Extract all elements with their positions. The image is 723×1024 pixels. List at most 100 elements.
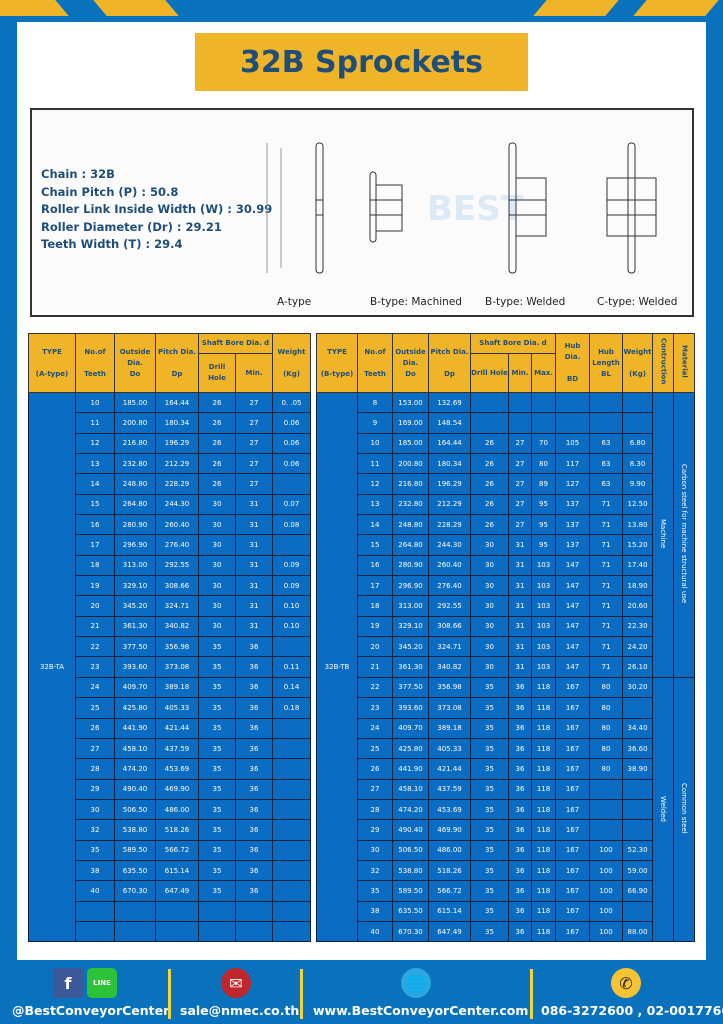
table-cell — [622, 412, 654, 434]
table-cell: 35 — [198, 656, 236, 678]
table-row: 11 200.80 180.34 26 27 0.06 — [29, 412, 311, 434]
table-cell: 329.10 — [392, 615, 429, 638]
website-link[interactable]: www.BestConveyorCenter.com — [313, 1003, 529, 1018]
table-row: 17 296.90 276.40 30 31 103 147 71 18.90 — [317, 575, 695, 597]
table-cell: 196.29 — [428, 473, 471, 495]
table-cell: 232.80 — [392, 493, 429, 516]
table-cell — [272, 534, 311, 556]
phone-numbers[interactable]: 086-3272600 , 02-0017766 — [541, 1003, 723, 1018]
table-cell: 36 — [235, 819, 273, 841]
table-cell: 185.00 — [114, 391, 156, 414]
table-cell: 27 — [357, 778, 393, 800]
table-cell — [530, 391, 557, 414]
table-cell — [555, 412, 591, 434]
table-cell: 27 — [508, 493, 532, 516]
table-cell: 118 — [530, 859, 557, 882]
table-cell: 10 — [357, 432, 393, 455]
table-cell: 280.90 — [114, 514, 156, 536]
table-cell: 35 — [470, 900, 509, 922]
table-cell: 100 — [589, 859, 624, 882]
table-cell: 340.82 — [155, 615, 199, 638]
table-cell: 167 — [555, 920, 591, 943]
header-type: TYPE (A-type) — [28, 333, 76, 393]
table-cell: 147 — [555, 554, 591, 577]
table-row: 38 635.50 615.14 35 36 — [29, 859, 311, 882]
table-cell: 308.66 — [155, 575, 199, 597]
table-cell: 71 — [589, 656, 624, 678]
decor-stripe — [93, 0, 179, 16]
table-row: 27 458.10 437.59 35 36 118 167 — [317, 778, 695, 800]
table-row: 12 216.80 196.29 26 27 89 127 63 9.90 — [317, 473, 695, 495]
table-cell: 389.18 — [155, 676, 199, 699]
table-cell: 18.90 — [622, 575, 654, 597]
table-cell: 647.49 — [428, 920, 471, 943]
table-cell: 36 — [235, 758, 273, 780]
table-cell — [272, 473, 311, 495]
table-cell: 26 — [198, 453, 236, 475]
table-cell: 63 — [589, 432, 624, 455]
table-cell: 35 — [198, 636, 236, 658]
table-cell: 405.33 — [428, 737, 471, 760]
construction-cell: Welded — [652, 676, 675, 943]
table-row: 28 474.20 453.69 35 36 — [29, 758, 311, 780]
table-cell: 538.80 — [114, 819, 156, 841]
table-cell: 105 — [555, 432, 591, 455]
table-cell: 200.80 — [392, 453, 429, 475]
material-cell: Common steel — [673, 676, 696, 943]
table-row: 32B-TA 10 185.00 164.44 26 27 0. .05 — [28, 391, 311, 943]
table-cell: 31 — [235, 514, 273, 536]
table-cell: 148.54 — [428, 412, 471, 434]
table-cell: 26 — [470, 473, 509, 495]
table-cell: 13 — [75, 453, 115, 475]
table-cell: 24.20 — [622, 636, 654, 658]
table-row: 24 409.70 389.18 35 36 0.14 — [29, 676, 311, 699]
table-cell: 324.71 — [155, 595, 199, 617]
table-cell: 118 — [530, 717, 557, 739]
header-weight: Weight (Kg) — [272, 333, 311, 393]
header-weight: Weight (Kg) — [622, 333, 654, 393]
facebook-icon[interactable]: f — [53, 968, 83, 998]
table-cell: 23 — [357, 697, 393, 719]
table-row: 32 538.80 518.26 35 36 — [29, 819, 311, 841]
table-cell: 118 — [530, 798, 557, 821]
table-cell: 20 — [75, 595, 115, 617]
table-cell: 22 — [75, 636, 115, 658]
table-cell: 453.69 — [155, 758, 199, 780]
caption-b-welded: B-type: Welded — [485, 296, 566, 308]
table-cell: 216.80 — [114, 432, 156, 455]
table-cell: 36 — [508, 920, 532, 943]
table-row: 30 506.50 486.00 35 36 118 167 100 52.30 — [317, 839, 695, 861]
table-cell: 35 — [470, 880, 509, 902]
table-cell: 70 — [530, 432, 557, 455]
table-cell: 0.07 — [272, 493, 311, 516]
table-cell — [272, 900, 311, 922]
table-cell: 185.00 — [392, 432, 429, 455]
table-row: 35 589.50 566.72 35 36 118 167 100 66.90 — [317, 880, 695, 902]
table-cell: 36 — [235, 636, 273, 658]
table-cell: 196.29 — [155, 432, 199, 455]
table-cell: 26 — [198, 391, 236, 414]
table-row: 25 425.80 405.33 35 36 0.18 — [29, 697, 311, 719]
table-cell: 103 — [530, 636, 557, 658]
table-cell: 38.90 — [622, 758, 654, 780]
table-cell: 36 — [235, 778, 273, 800]
table-row: 40 670.30 647.49 35 36 — [29, 880, 311, 902]
table-cell: 0.06 — [272, 453, 311, 475]
line-icon[interactable]: LINE — [87, 968, 117, 998]
table-cell — [114, 920, 156, 943]
header-shaft-bore: Shaft Bore Dia. d — [198, 333, 273, 354]
table-cell: 26 — [470, 493, 509, 516]
table-cell: 147 — [555, 575, 591, 597]
table-cell: 167 — [555, 839, 591, 861]
table-cell: 22 — [357, 676, 393, 699]
table-cell: 66.90 — [622, 880, 654, 902]
table-cell: 26 — [470, 432, 509, 455]
table-cell: 80 — [530, 453, 557, 475]
email-link[interactable]: sale@nmec.co.th — [180, 1003, 300, 1018]
social-handle[interactable]: @BestConveyorCenter — [12, 1003, 170, 1018]
table-cell: 11 — [357, 453, 393, 475]
header-hub-length: Hub Length BL — [589, 333, 624, 393]
table-cell: 147 — [555, 615, 591, 638]
table-cell: 117 — [555, 453, 591, 475]
table-cell: 30 — [357, 839, 393, 861]
